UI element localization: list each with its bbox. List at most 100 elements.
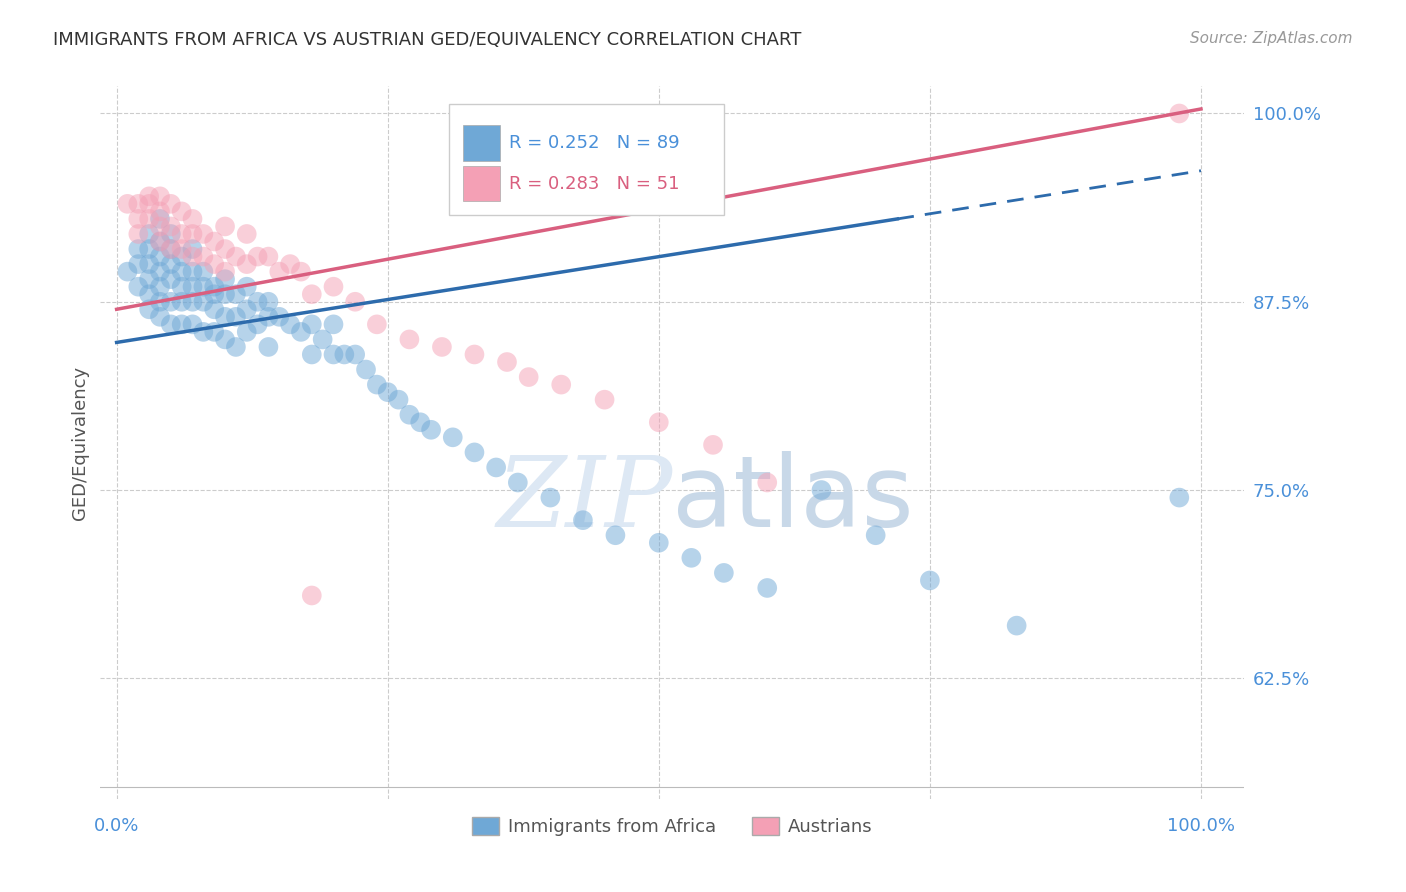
Point (181, 242, 204, 256)
Point (506, 475, 529, 490)
Point (301, 589, 323, 603)
Point (387, 392, 409, 407)
Point (127, 227, 149, 241)
Point (160, 272, 183, 286)
Point (160, 197, 183, 211)
Point (485, 460, 508, 475)
Point (149, 235, 172, 249)
FancyBboxPatch shape (463, 166, 499, 202)
Point (235, 279, 257, 293)
Point (311, 333, 333, 347)
Point (756, 581, 779, 595)
Point (235, 227, 257, 241)
Point (160, 242, 183, 256)
Point (301, 287, 323, 301)
Point (430, 340, 453, 354)
Point (202, 302, 225, 317)
Point (648, 535, 671, 549)
Point (170, 242, 193, 256)
Point (810, 483, 832, 497)
Point (214, 272, 236, 286)
Point (170, 265, 193, 279)
Point (918, 574, 941, 588)
Point (160, 257, 183, 271)
Point (160, 242, 183, 256)
Point (193, 250, 215, 264)
Point (344, 347, 367, 361)
Point (301, 318, 323, 332)
Point (366, 377, 388, 392)
Point (225, 340, 247, 354)
Point (290, 325, 312, 339)
Point (463, 347, 485, 361)
Point (138, 242, 160, 256)
Point (605, 528, 627, 542)
Point (181, 294, 204, 309)
Point (322, 279, 344, 293)
Point (138, 272, 160, 286)
Point (138, 211, 160, 226)
Point (149, 250, 172, 264)
Point (269, 265, 291, 279)
Point (149, 211, 172, 226)
Point (214, 242, 236, 256)
Point (149, 219, 172, 234)
Point (170, 227, 193, 241)
Point (138, 197, 160, 211)
Point (170, 294, 193, 309)
Point (290, 265, 312, 279)
Point (214, 333, 236, 347)
Point (170, 279, 193, 293)
Point (160, 294, 183, 309)
Point (193, 265, 215, 279)
Text: ZIP: ZIP (496, 452, 672, 548)
Point (127, 242, 149, 256)
Point (202, 325, 225, 339)
Point (225, 310, 247, 324)
Point (181, 318, 204, 332)
Point (278, 318, 301, 332)
Point (138, 257, 160, 271)
Point (160, 227, 183, 241)
Point (235, 302, 257, 317)
Point (138, 227, 160, 241)
Point (149, 265, 172, 279)
Point (517, 370, 540, 384)
Point (269, 310, 291, 324)
Point (366, 318, 388, 332)
Point (149, 189, 172, 203)
Point (170, 204, 193, 219)
Point (127, 279, 149, 293)
Point (713, 566, 735, 580)
Point (214, 287, 236, 301)
Point (257, 250, 280, 264)
Point (202, 279, 225, 293)
Text: R = 0.283   N = 51: R = 0.283 N = 51 (509, 175, 679, 193)
Point (1168, 106, 1191, 120)
Text: IMMIGRANTS FROM AFRICA VS AUSTRIAN GED/EQUIVALENCY CORRELATION CHART: IMMIGRANTS FROM AFRICA VS AUSTRIAN GED/E… (53, 31, 801, 49)
Point (648, 415, 671, 429)
FancyBboxPatch shape (450, 104, 724, 215)
Text: atlas: atlas (672, 451, 914, 548)
Point (1168, 491, 1191, 505)
Point (138, 189, 160, 203)
Point (235, 257, 257, 271)
Text: Source: ZipAtlas.com: Source: ZipAtlas.com (1189, 31, 1353, 46)
Point (160, 318, 183, 332)
Point (214, 219, 236, 234)
Point (496, 355, 519, 369)
Point (301, 347, 323, 361)
Point (398, 333, 420, 347)
Point (463, 445, 485, 459)
Point (202, 235, 225, 249)
Point (225, 250, 247, 264)
Point (225, 287, 247, 301)
Point (593, 392, 616, 407)
Point (117, 265, 139, 279)
Point (117, 197, 139, 211)
Point (538, 491, 561, 505)
Legend: Immigrants from Africa, Austrians: Immigrants from Africa, Austrians (464, 809, 880, 843)
Point (344, 294, 367, 309)
Point (149, 235, 172, 249)
Text: 0.0%: 0.0% (94, 817, 139, 835)
